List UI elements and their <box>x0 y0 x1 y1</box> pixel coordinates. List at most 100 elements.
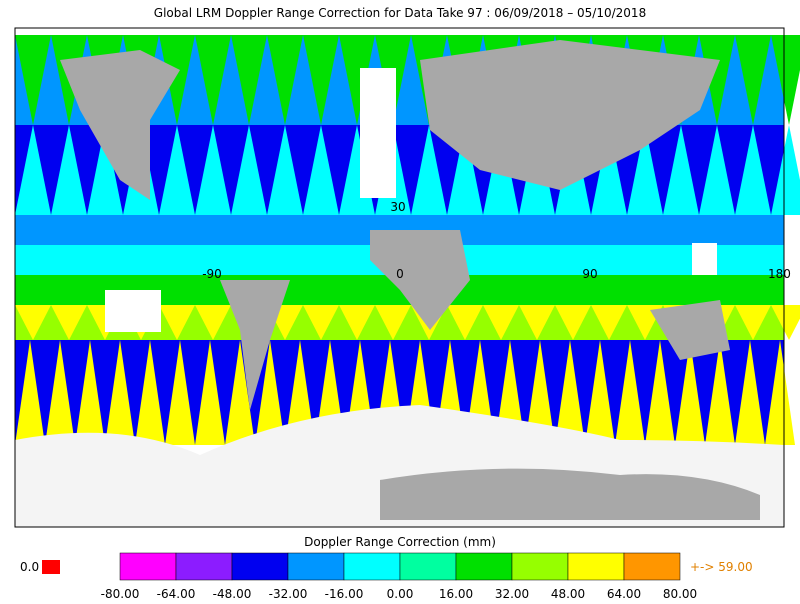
colorbar-tick-label: 64.00 <box>607 587 641 600</box>
swath <box>771 305 800 340</box>
swath <box>75 340 105 445</box>
lon-label: 90 <box>582 267 597 281</box>
swath <box>15 305 51 340</box>
swath <box>105 340 135 445</box>
swath <box>735 125 771 215</box>
swath <box>267 35 303 125</box>
colorbar-bin <box>455 552 513 581</box>
map-frame <box>14 27 785 528</box>
land <box>370 230 470 330</box>
swath <box>591 125 627 215</box>
swath <box>195 305 231 340</box>
swath <box>51 125 87 215</box>
swath <box>195 340 225 445</box>
swath <box>585 340 615 445</box>
swath <box>555 305 591 340</box>
swath <box>615 340 645 445</box>
swath <box>705 340 735 445</box>
land <box>650 300 730 360</box>
colorbar: -80.00 -64.00 -48.00 -32.00 -16.00 0.00 16.00 3… <box>101 552 697 601</box>
land <box>380 468 760 520</box>
colorbar-bin <box>567 552 625 581</box>
swath <box>591 305 627 340</box>
swath <box>483 305 519 340</box>
swath <box>645 340 675 445</box>
swath <box>699 125 735 215</box>
swath <box>159 35 195 125</box>
colorbar-tick-label: -48.00 <box>213 587 252 600</box>
title: Global LRM Doppler Range Correction for … <box>154 6 646 20</box>
colorbar-bin <box>287 552 345 581</box>
swath <box>159 305 195 340</box>
swath <box>663 125 699 215</box>
swath <box>675 340 705 445</box>
swath <box>303 125 339 215</box>
colorbar-label: Doppler Range Correction (mm) <box>304 535 496 549</box>
land <box>420 40 720 190</box>
swath <box>375 305 411 340</box>
gap <box>692 243 717 275</box>
lat-label: 30 <box>390 200 405 214</box>
swath <box>627 125 663 215</box>
swath <box>735 305 771 340</box>
colorbar-tick-label: -16.00 <box>325 587 364 600</box>
swath <box>231 35 267 125</box>
gap <box>360 68 396 198</box>
colorbar-tick-label: -80.00 <box>101 587 140 600</box>
swath <box>303 305 339 340</box>
swath <box>15 35 51 125</box>
colorbar-tick-label: -32.00 <box>269 587 308 600</box>
swath <box>135 340 165 445</box>
colorbar-bin <box>119 552 177 581</box>
swath <box>51 305 87 340</box>
swath <box>15 125 51 215</box>
swath <box>771 35 800 125</box>
swath <box>303 35 339 125</box>
swath <box>525 340 555 445</box>
swath <box>339 35 375 125</box>
swath <box>267 125 303 215</box>
overflow-label: +-> 59.00 <box>690 560 753 574</box>
swath <box>411 125 447 215</box>
swath <box>165 340 195 445</box>
map <box>15 28 800 527</box>
swath <box>195 125 231 215</box>
colorbar-tick-label: 32.00 <box>495 587 529 600</box>
swath <box>159 125 195 215</box>
swath <box>195 35 231 125</box>
missing-swatch <box>42 560 60 574</box>
colorbar-tick-label: 0.00 <box>387 587 414 600</box>
swath <box>519 305 555 340</box>
swath <box>255 340 285 445</box>
swath <box>285 340 315 445</box>
lon-label: 180 <box>768 267 791 281</box>
swath <box>231 125 267 215</box>
swath <box>447 125 483 215</box>
colorbar-bin <box>343 552 401 581</box>
swath <box>15 340 45 445</box>
missing-label: 0.0 <box>20 560 39 574</box>
swath <box>735 35 771 125</box>
swath <box>555 340 585 445</box>
colorbar-tick-label: 48.00 <box>551 587 585 600</box>
colorbar-bin <box>623 552 681 581</box>
swath <box>771 125 800 215</box>
colorbar-tick-label: 80.00 <box>663 587 697 600</box>
gap <box>105 290 161 332</box>
swath <box>447 305 483 340</box>
swath <box>225 340 255 445</box>
swath <box>339 305 375 340</box>
swath <box>87 125 123 215</box>
colorbar-bin <box>231 552 289 581</box>
land <box>220 280 290 410</box>
swath <box>735 340 765 445</box>
swath <box>45 340 75 445</box>
colorbar-tick-label: 16.00 <box>439 587 473 600</box>
colorbar-bin <box>175 552 233 581</box>
colorbar-bin <box>399 552 457 581</box>
lon-label: 0 <box>396 267 404 281</box>
lon-label: -90 <box>202 267 222 281</box>
swath <box>699 35 735 125</box>
land <box>60 50 180 200</box>
